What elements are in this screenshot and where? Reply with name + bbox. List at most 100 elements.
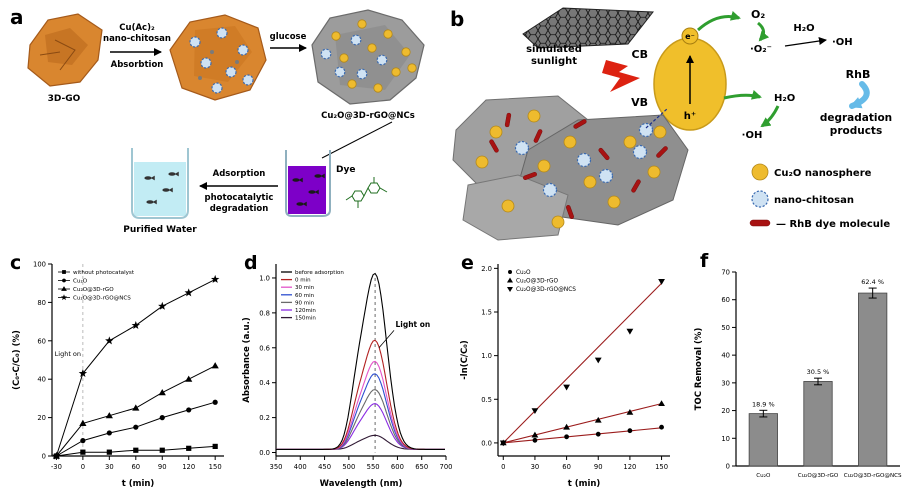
chart-d-svg: 350 400 450 500 550 600 650 700 0.0 0.2 0.4 0.6 0.8 1… xyxy=(242,264,452,489)
dye-beaker xyxy=(285,150,331,217)
svg-text:60: 60 xyxy=(37,337,46,345)
lightning-icon xyxy=(602,60,640,92)
svg-text:Cu₂O: Cu₂O xyxy=(73,279,88,285)
process-label-line1: Adsorption xyxy=(213,169,266,179)
svg-text:400: 400 xyxy=(294,463,307,471)
svg-text:20: 20 xyxy=(721,407,730,415)
svg-text:t (min): t (min) xyxy=(568,479,601,489)
chart-toc-removal: 0 10 20 30 40 50 60 70 TOC Removal (%) 18.9 % Cu₂O… xyxy=(690,256,908,490)
chart-e-svg: 0 30 60 90 120 150 0.0 0.5 1.0 1.5 2.0 t (min) -ln(C… xyxy=(460,264,670,489)
svg-text:90 min: 90 min xyxy=(295,300,315,306)
svg-text:before adsorption: before adsorption xyxy=(295,270,344,276)
svg-text:70: 70 xyxy=(721,269,730,277)
svg-text:700: 700 xyxy=(440,463,452,471)
vb-label: VB xyxy=(631,96,648,109)
svg-text:without photocatalyst: without photocatalyst xyxy=(73,270,135,276)
electron-circle xyxy=(681,27,699,45)
h2o-mid-label: H₂O xyxy=(774,93,795,104)
chart-photodegradation-efficiency: -30 0 30 60 90 120 150 0 20 40 60 80 100 t (min) (C₀-C… xyxy=(8,258,232,490)
svg-text:Light on: Light on xyxy=(395,320,430,329)
svg-text:0.4: 0.4 xyxy=(259,379,270,387)
svg-text:90: 90 xyxy=(158,463,167,471)
panel-a-illustration: a 3D-GO Cu(Ac)₂ nano-chitosan Absorbtion xyxy=(10,5,425,235)
svg-text:150min: 150min xyxy=(295,316,316,322)
degradation-label-line1: degradation xyxy=(820,112,892,124)
svg-text:120: 120 xyxy=(623,463,636,471)
purified-water-label: Purified Water xyxy=(123,225,197,235)
legend-rhb-label: — RhB dye molecule xyxy=(776,219,890,230)
svg-text:100: 100 xyxy=(33,261,46,269)
svg-text:(C₀-C/C₀) (%): (C₀-C/C₀) (%) xyxy=(12,330,22,390)
svg-text:Cu₂O@3D-rGO@NCS: Cu₂O@3D-rGO@NCS xyxy=(844,473,902,479)
svg-text:150: 150 xyxy=(209,463,222,471)
svg-text:0: 0 xyxy=(42,453,46,461)
svg-text:1.5: 1.5 xyxy=(481,309,492,317)
sunlight-label-line1: simulated xyxy=(526,44,582,55)
legend-cu2o-marker-icon xyxy=(751,163,769,181)
product-label: Cu₂O@3D-rGO@NCs xyxy=(321,111,415,121)
water-liquid xyxy=(134,162,186,216)
svg-text:90: 90 xyxy=(594,463,603,471)
svg-text:60: 60 xyxy=(562,463,571,471)
glucose-label: glucose xyxy=(270,32,307,42)
svg-text:2.0: 2.0 xyxy=(481,265,492,273)
composite-sheet-illustration xyxy=(311,9,425,105)
panel-label-e: e xyxy=(461,252,474,274)
svg-text:150: 150 xyxy=(655,463,668,471)
svg-text:600: 600 xyxy=(391,463,404,471)
svg-text:0: 0 xyxy=(501,463,505,471)
svg-text:Cu₂O@3D-rGO: Cu₂O@3D-rGO xyxy=(516,279,559,285)
svg-text:Light on: Light on xyxy=(55,350,81,358)
superoxide-label: ·O₂⁻ xyxy=(750,44,772,55)
svg-text:0: 0 xyxy=(81,463,85,471)
panel-b-illustration: b simulated sunlight e⁻ CB VB h⁺ O₂ ·O₂⁻… xyxy=(450,7,892,241)
svg-text:120: 120 xyxy=(182,463,195,471)
svg-text:60 min: 60 min xyxy=(295,293,315,299)
process-label-line2: photocatalytic xyxy=(205,193,274,203)
dye-liquid xyxy=(288,166,326,214)
svg-text:TOC Removal (%): TOC Removal (%) xyxy=(694,328,704,411)
panel-label-a: a xyxy=(10,5,24,29)
legend-cu2o-label: Cu₂O nanosphere xyxy=(774,168,872,179)
water-beaker xyxy=(131,148,189,219)
svg-text:0.6: 0.6 xyxy=(259,344,270,352)
o2-to-superoxide-arrow xyxy=(757,21,770,42)
svg-text:0: 0 xyxy=(726,463,730,471)
go-sheet-illustration xyxy=(27,13,103,87)
panel-label-d: d xyxy=(244,252,258,274)
hole-label: h⁺ xyxy=(684,111,696,122)
svg-text:30.5 %: 30.5 % xyxy=(807,368,830,376)
svg-text:40: 40 xyxy=(37,376,46,384)
svg-text:30: 30 xyxy=(531,463,540,471)
svg-text:80: 80 xyxy=(37,299,46,307)
svg-text:10: 10 xyxy=(721,435,730,443)
svg-text:t (min): t (min) xyxy=(122,479,155,489)
svg-text:Absorbance (a.u.): Absorbance (a.u.) xyxy=(242,317,252,403)
svg-text:40: 40 xyxy=(721,352,730,360)
svg-text:0.2: 0.2 xyxy=(259,414,270,422)
h2o-to-oh-arrow xyxy=(760,105,780,128)
panel-b-legend: Cu₂O nanosphere nano-chitosan — RhB dye … xyxy=(749,163,890,230)
svg-text:60: 60 xyxy=(131,463,140,471)
svg-text:0 min: 0 min xyxy=(295,278,311,284)
degradation-arrow xyxy=(849,81,870,109)
svg-text:0.0: 0.0 xyxy=(481,439,492,447)
chart-c-svg: -30 0 30 60 90 120 150 0 20 40 60 80 100 t (min) (C₀-C… xyxy=(12,261,224,489)
electron-to-o2-arrow xyxy=(696,10,741,32)
legend-chitosan-label: nano-chitosan xyxy=(774,195,854,206)
o2-label: O₂ xyxy=(751,8,765,21)
h2o-top-label: H₂O xyxy=(793,23,814,34)
svg-text:-30: -30 xyxy=(51,463,62,471)
panel-b: b simulated sunlight e⁻ CB VB h⁺ O₂ ·O₂⁻… xyxy=(438,0,914,254)
cb-label: CB xyxy=(632,48,648,61)
oh-mid-label: ·OH xyxy=(742,130,763,141)
svg-text:Cu₂O@3D-rGO@NCS: Cu₂O@3D-rGO@NCS xyxy=(516,287,576,293)
svg-text:Cu₂O@3D-rGO: Cu₂O@3D-rGO xyxy=(73,287,114,293)
panel-a: a 3D-GO Cu(Ac)₂ nano-chitosan Absorbtion xyxy=(0,0,438,254)
dye-molecule-sketch xyxy=(345,177,388,208)
svg-text:1.0: 1.0 xyxy=(481,352,492,360)
svg-text:-ln(C/C₀): -ln(C/C₀) xyxy=(460,340,470,380)
reagent-label-line1: Cu(Ac)₂ xyxy=(119,23,155,33)
svg-text:450: 450 xyxy=(318,463,331,471)
svg-text:Wavelength (nm): Wavelength (nm) xyxy=(320,479,403,489)
